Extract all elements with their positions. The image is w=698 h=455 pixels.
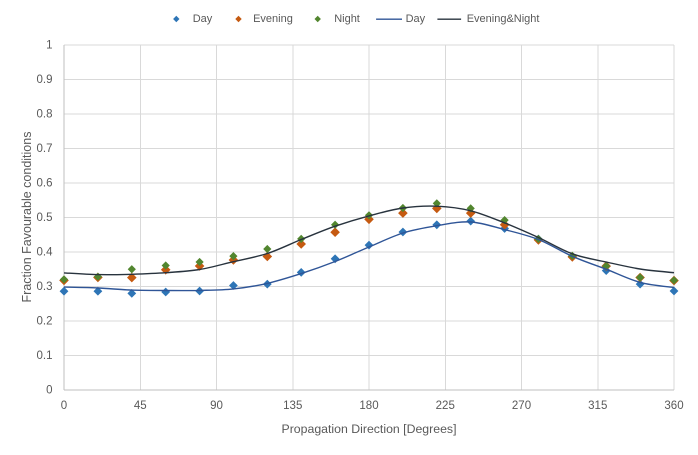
svg-text:45: 45 xyxy=(134,400,147,412)
svg-text:0: 0 xyxy=(61,400,67,412)
svg-text:Evening&Night: Evening&Night xyxy=(467,13,540,25)
svg-text:0: 0 xyxy=(46,384,52,396)
svg-text:135: 135 xyxy=(283,400,302,412)
svg-text:0.2: 0.2 xyxy=(37,315,53,327)
svg-text:Propagation Direction [Degrees: Propagation Direction [Degrees] xyxy=(282,422,457,436)
svg-text:1: 1 xyxy=(46,39,52,51)
svg-text:90: 90 xyxy=(210,400,223,412)
svg-text:225: 225 xyxy=(436,400,455,412)
svg-text:Night: Night xyxy=(334,13,360,25)
svg-text:0.1: 0.1 xyxy=(37,350,53,362)
svg-text:0.6: 0.6 xyxy=(37,177,53,189)
svg-text:Fraction Favourable conditions: Fraction Favourable conditions xyxy=(20,132,34,303)
svg-text:0.3: 0.3 xyxy=(37,281,53,293)
svg-text:270: 270 xyxy=(512,400,531,412)
svg-text:0.9: 0.9 xyxy=(37,74,53,86)
svg-text:Day: Day xyxy=(406,13,426,25)
svg-text:0.8: 0.8 xyxy=(37,108,53,120)
svg-text:360: 360 xyxy=(664,400,683,412)
svg-text:0.5: 0.5 xyxy=(37,212,53,224)
svg-text:0.4: 0.4 xyxy=(37,246,54,258)
svg-text:180: 180 xyxy=(359,400,378,412)
svg-text:Day: Day xyxy=(193,13,213,25)
svg-text:0.7: 0.7 xyxy=(37,143,53,155)
svg-text:Evening: Evening xyxy=(253,13,293,25)
svg-text:315: 315 xyxy=(588,400,607,412)
